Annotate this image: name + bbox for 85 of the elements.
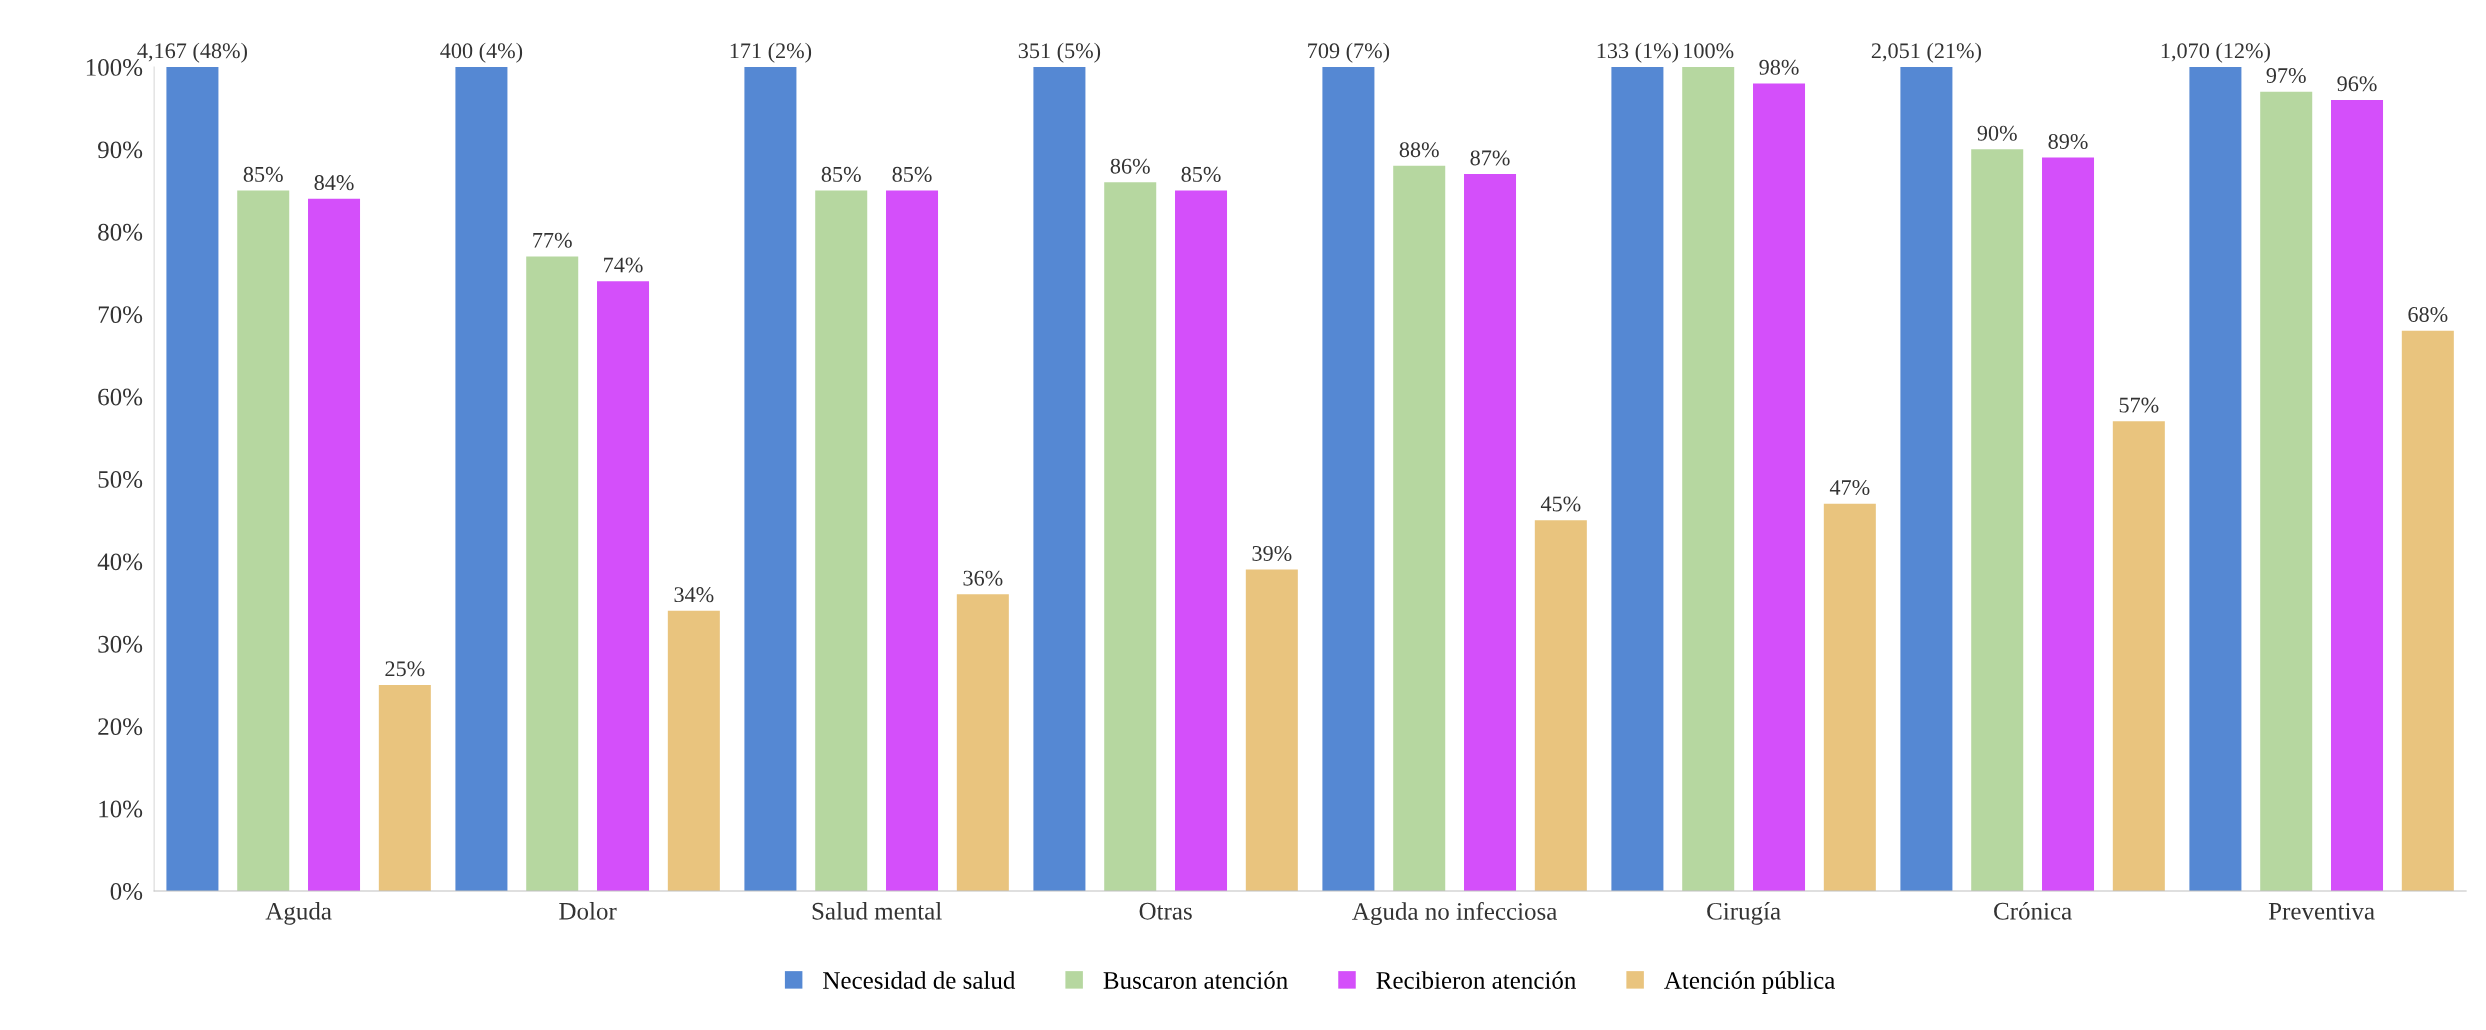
legend-label: Buscaron atención	[1103, 971, 1288, 989]
bar	[1900, 66, 1953, 891]
y-tick-label: 20%	[98, 718, 143, 736]
bar	[1464, 174, 1517, 891]
bar	[2189, 66, 2242, 891]
bar	[2260, 91, 2313, 891]
bar	[526, 256, 579, 891]
data-label: 98%	[1759, 59, 1799, 75]
x-tick-label: Otras	[1139, 902, 1192, 920]
bar	[886, 190, 939, 891]
data-label: 68%	[2408, 306, 2448, 323]
text: 2,051 (21%)	[1871, 42, 1981, 63]
data-label: 86%	[1110, 158, 1150, 174]
text: 709 (7%)	[1308, 42, 1390, 63]
legend-label: Necesidad de salud	[823, 971, 1016, 989]
data-label: 90%	[1977, 125, 2017, 141]
y-tick-label: 50%	[98, 471, 143, 488]
bar	[2401, 330, 2454, 891]
bar	[1104, 182, 1157, 891]
text: 1,070 (12%)	[2161, 42, 2270, 63]
data-label: 77%	[533, 232, 572, 248]
text: 133 (1%)	[1597, 42, 1679, 63]
bar	[455, 66, 508, 891]
data-label: 97%	[2266, 67, 2306, 84]
data-label: 85%	[892, 166, 932, 182]
x-tick-label: Salud mental	[812, 902, 942, 920]
y-tick-label: 30%	[98, 635, 143, 653]
bar	[166, 66, 219, 891]
bar	[1753, 83, 1806, 891]
y-tick-label: 80%	[98, 223, 143, 241]
data-label: 25%	[385, 661, 425, 677]
bar	[2331, 99, 2384, 891]
x-tick-label: Aguda no infecciosa	[1352, 902, 1558, 926]
bar	[1175, 190, 1228, 891]
data-label: 39%	[1252, 545, 1292, 561]
bar	[1245, 569, 1298, 891]
bar	[2042, 157, 2095, 891]
y-tick-label: 0%	[110, 883, 143, 900]
y-tick-label: 60%	[98, 388, 143, 406]
text: 400 (4%)	[440, 42, 523, 63]
bar	[956, 594, 1009, 891]
data-label: 34%	[674, 587, 714, 603]
bar	[1393, 165, 1446, 891]
bar	[2112, 421, 2165, 891]
bar	[378, 684, 431, 891]
bar	[815, 190, 868, 891]
data-label: 57%	[2119, 397, 2159, 413]
data-label: 85%	[1181, 166, 1221, 182]
bar	[1823, 503, 1876, 891]
data-label: 89%	[2048, 133, 2088, 149]
y-tick-label: 10%	[99, 800, 143, 818]
x-tick-label: Preventiva	[2268, 902, 2375, 920]
data-label: 87%	[1470, 150, 1510, 166]
y-tick-label: 70%	[98, 306, 143, 324]
x-tick-label: Crónica	[1994, 902, 2072, 920]
data-label: 96%	[2337, 76, 2377, 92]
bar	[744, 66, 797, 891]
data-label: 47%	[1829, 479, 1870, 496]
y-tick-label: 40%	[97, 553, 143, 571]
bar	[237, 190, 290, 891]
bar	[1682, 66, 1735, 891]
legend-label: Recibieron atención	[1376, 971, 1576, 989]
data-label: 74%	[604, 257, 643, 273]
bar	[1322, 66, 1375, 891]
x-tick-label: Cirugía	[1707, 902, 1781, 925]
bar	[1534, 520, 1587, 891]
data-label: 85%	[821, 166, 861, 182]
data-label: 45%	[1540, 496, 1581, 512]
y-tick-label: 90%	[98, 141, 143, 159]
legend-label: Atención pública	[1664, 971, 1835, 994]
x-tick-label: Aguda	[265, 902, 332, 925]
bar	[1971, 149, 2024, 891]
bar	[597, 281, 650, 891]
bar	[667, 610, 720, 891]
data-label: 36%	[963, 570, 1003, 586]
data-label: 84%	[314, 175, 354, 191]
data-label: 85%	[243, 166, 283, 182]
data-label: 100%	[1684, 43, 1734, 59]
text: 171 (2%)	[730, 42, 812, 63]
data-label: 88%	[1399, 142, 1439, 158]
bar	[308, 198, 361, 891]
bar	[1611, 66, 1664, 891]
text: 351 (5%)	[1018, 42, 1101, 63]
x-tick-label: Dolor	[559, 902, 617, 920]
bar	[1033, 66, 1086, 891]
